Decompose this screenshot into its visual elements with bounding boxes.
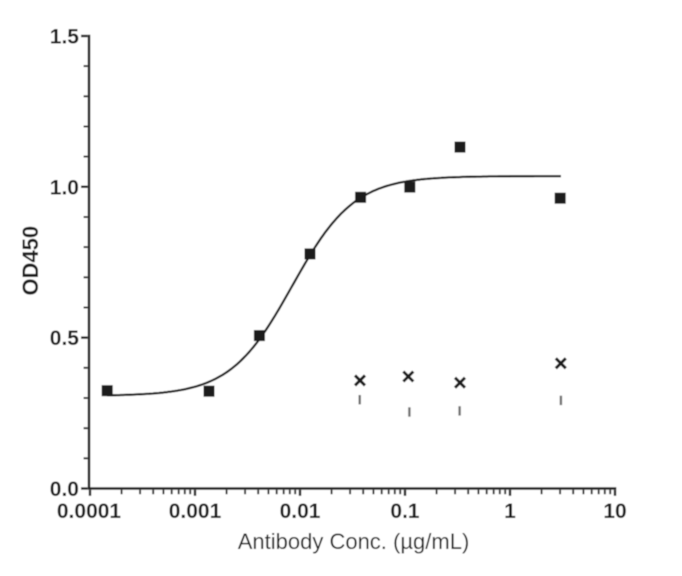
svg-text:0.5: 0.5 bbox=[50, 327, 80, 350]
svg-text:1: 1 bbox=[504, 500, 516, 523]
svg-text:0.001: 0.001 bbox=[169, 500, 222, 523]
svg-text:0.0001: 0.0001 bbox=[57, 500, 122, 523]
svg-text:Antibody Conc. (µg/mL): Antibody Conc. (µg/mL) bbox=[238, 529, 470, 554]
svg-text:10: 10 bbox=[603, 500, 626, 523]
svg-text:0.0: 0.0 bbox=[50, 478, 79, 501]
svg-text:1.5: 1.5 bbox=[50, 26, 80, 49]
svg-text:0.1: 0.1 bbox=[390, 500, 420, 523]
svg-text:0.01: 0.01 bbox=[280, 500, 321, 523]
svg-text:OD450: OD450 bbox=[18, 226, 43, 296]
svg-text:1.0: 1.0 bbox=[50, 176, 79, 199]
